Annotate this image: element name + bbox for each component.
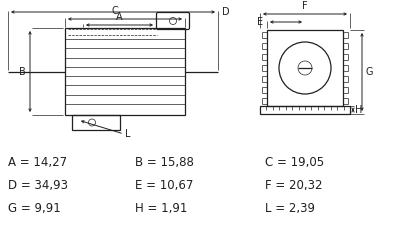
Bar (267, 30, 343, 106)
Text: B: B (19, 66, 26, 76)
Text: F: F (302, 1, 308, 11)
Bar (260, 106, 350, 114)
Text: D: D (222, 7, 230, 17)
Text: L = 2,39: L = 2,39 (265, 201, 315, 214)
Text: A: A (116, 12, 123, 22)
Text: D = 34,93: D = 34,93 (8, 179, 68, 191)
Text: C = 19,05: C = 19,05 (265, 155, 324, 169)
Text: H: H (355, 105, 362, 115)
Bar (65, 28, 185, 115)
Text: H = 1,91: H = 1,91 (135, 201, 187, 214)
Text: E = 10,67: E = 10,67 (135, 179, 193, 191)
Text: F = 20,32: F = 20,32 (265, 179, 322, 191)
Text: G = 9,91: G = 9,91 (8, 201, 61, 214)
Text: A = 14,27: A = 14,27 (8, 155, 67, 169)
Text: E: E (257, 17, 263, 27)
Bar (72, 115, 120, 130)
Text: L: L (125, 129, 130, 139)
Text: G: G (365, 67, 372, 77)
Text: C: C (112, 6, 118, 16)
Text: B = 15,88: B = 15,88 (135, 155, 194, 169)
